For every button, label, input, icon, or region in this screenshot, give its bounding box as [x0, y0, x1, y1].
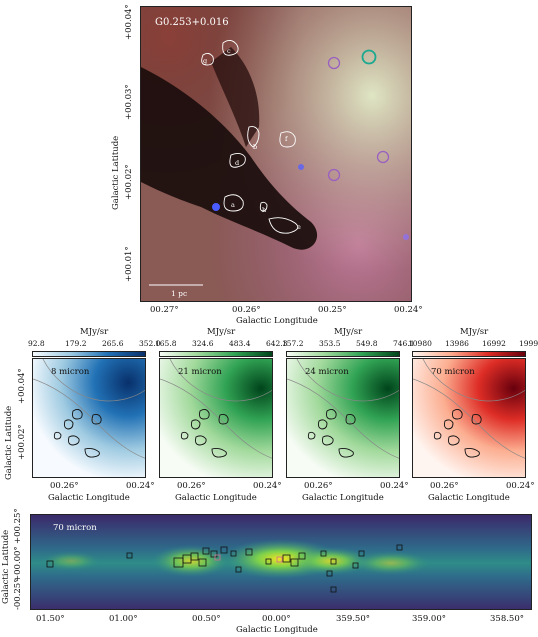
bottom-70micron-image — [31, 515, 531, 609]
small-xtick: 00.26° — [304, 481, 333, 491]
bottom-xtick-1: 01.00° — [109, 614, 138, 624]
colorbar-tick: 157.2 — [282, 339, 304, 348]
colorbar-tick: 165.8 — [155, 339, 177, 348]
bottom-xtick-3: 00.00° — [262, 614, 291, 624]
colorbar — [32, 351, 146, 357]
bottom-ytick-1: +00.00° — [13, 546, 23, 582]
small-xlabel: Galactic Longitude — [48, 493, 130, 503]
colorbar-tick: 13986 — [445, 339, 469, 348]
small-image-panel: 21 micron — [159, 358, 273, 478]
colorbar-tick: 16992 — [482, 339, 506, 348]
small-xtick: 00.26° — [177, 481, 206, 491]
clump-label-d: d — [235, 159, 240, 167]
clump-label-b: b — [253, 143, 258, 151]
colorbar-tick: 352.0 — [139, 339, 161, 348]
top-xtick-0: 00.27° — [150, 305, 179, 315]
small-xtick: 00.24° — [380, 481, 409, 491]
scalebar-label: 1 pc — [171, 289, 188, 298]
colorbar-unit: MJy/sr — [80, 327, 109, 337]
colorbar — [159, 351, 273, 357]
colorbar-tick: 746.1 — [393, 339, 415, 348]
small-xtick: 00.26° — [50, 481, 79, 491]
bottom-xlabel: Galactic Longitude — [236, 625, 318, 635]
top-ytick-0: +00.04° — [124, 4, 134, 40]
small-ylabel: Galactic Latitude — [4, 405, 14, 480]
bottom-xtick-5: 359.00° — [412, 614, 446, 624]
small-xtick: 00.24° — [126, 481, 155, 491]
small-panel-title: 8 micron — [51, 367, 90, 377]
top-image-panel: G0.253+0.016 1 pc c g f b d a h e — [140, 6, 412, 302]
bottom-ylabel: Galactic Latitude — [1, 529, 11, 604]
colorbar — [286, 351, 400, 357]
bottom-xtick-6: 358.50° — [490, 614, 524, 624]
colorbar-tick: 324.6 — [192, 339, 214, 348]
bottom-ytick-0: +00.25° — [13, 508, 23, 544]
top-xlabel: Galactic Longitude — [236, 316, 318, 326]
top-ytick-1: +00.03° — [124, 84, 134, 120]
clump-label-a: a — [231, 201, 235, 209]
small-xtick: 00.24° — [506, 481, 535, 491]
clump-label-c: c — [227, 47, 231, 55]
small-xtick: 00.26° — [430, 481, 459, 491]
bottom-panel-title: 70 micron — [53, 523, 97, 533]
clump-label-e: e — [297, 223, 301, 231]
colorbar-tick: 179.2 — [65, 339, 87, 348]
small-panel-title: 70 micron — [431, 367, 475, 377]
colorbar-unit: MJy/sr — [334, 327, 363, 337]
clump-label-h: h — [262, 206, 267, 214]
top-ylabel: Galactic Latitude — [111, 135, 121, 210]
colorbar-tick: 92.8 — [28, 339, 45, 348]
small-ytick-1: +00.02° — [17, 424, 27, 460]
colorbar-tick: 265.6 — [102, 339, 124, 348]
colorbar — [412, 351, 526, 357]
small-xlabel: Galactic Longitude — [302, 493, 384, 503]
clump-label-f: f — [285, 135, 288, 143]
clump-label-g: g — [203, 57, 208, 65]
colorbar-unit: MJy/sr — [460, 327, 489, 337]
bottom-xtick-2: 00.50° — [192, 614, 221, 624]
bottom-ytick-2: -00.25° — [13, 578, 23, 610]
colorbar-unit: MJy/sr — [207, 327, 236, 337]
colorbar-tick: 483.4 — [229, 339, 251, 348]
small-panel-title: 21 micron — [178, 367, 222, 377]
top-ytick-3: +00.01° — [124, 246, 134, 282]
colorbar-tick: 549.8 — [356, 339, 378, 348]
colorbar-tick: 10980 — [408, 339, 432, 348]
small-xlabel: Galactic Longitude — [175, 493, 257, 503]
colorbar-tick: 353.5 — [319, 339, 341, 348]
top-composite-image — [141, 7, 411, 301]
small-panel-title: 24 micron — [305, 367, 349, 377]
top-xtick-1: 00.26° — [232, 305, 261, 315]
small-image-panel: 8 micron — [32, 358, 146, 478]
top-ytick-2: +00.02° — [124, 164, 134, 200]
small-xtick: 00.24° — [253, 481, 282, 491]
top-xtick-2: 00.25° — [318, 305, 347, 315]
bottom-xtick-0: 01.50° — [36, 614, 65, 624]
top-xtick-3: 00.24° — [394, 305, 423, 315]
colorbar-tick: 642.3 — [266, 339, 288, 348]
bottom-image-panel: 70 micron — [30, 514, 532, 610]
small-image-panel: 70 micron — [412, 358, 526, 478]
small-image-panel: 24 micron — [286, 358, 400, 478]
small-xlabel: Galactic Longitude — [428, 493, 510, 503]
bottom-xtick-4: 359.50° — [336, 614, 370, 624]
small-ytick-0: +00.04° — [17, 368, 27, 404]
top-panel-name: G0.253+0.016 — [155, 17, 229, 28]
